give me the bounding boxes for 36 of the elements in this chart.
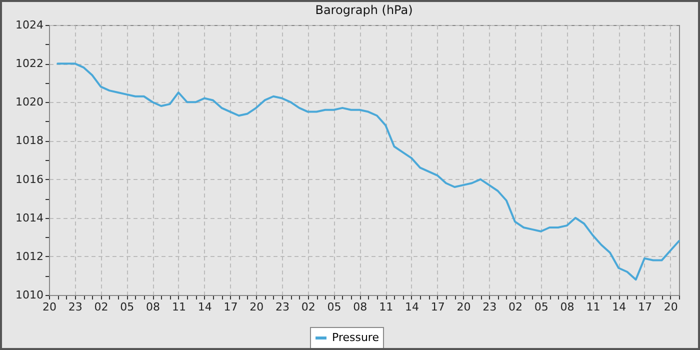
x-tick-label: 02 [301,300,316,314]
line-series [56,62,680,281]
x-tick-label: 23 [482,300,497,314]
x-tick-label: 20 [250,300,264,314]
x-tick-label: 20 [664,300,678,314]
x-tick-label: 17 [638,300,652,314]
x-tick-label: 23 [68,300,82,314]
x-tick-label: 23 [276,300,290,314]
x-tick-label: 02 [94,300,108,314]
y-tick-label: 1024 [16,18,44,32]
x-tick-label: 05 [120,300,134,314]
y-tick-label: 1018 [16,134,44,148]
x-tick-label: 20 [42,300,56,314]
y-tick-label: 1012 [16,250,44,263]
y-tick-label: 1022 [16,57,44,70]
chart-title: Barograph (hPa) [315,3,413,17]
x-tick-label: 08 [146,300,160,314]
x-tick-label: 08 [560,300,574,314]
x-tick-label: 05 [327,300,342,314]
legend-label: Pressure [332,331,380,344]
y-tick-label: 1014 [16,211,44,224]
x-tick-label: 17 [430,300,445,314]
x-tick-label: 08 [353,300,368,314]
x-tick-label: 20 [456,300,471,314]
x-tick-label: 02 [508,300,523,314]
y-tick-label: 1016 [16,172,44,186]
x-tick-label: 11 [172,300,186,314]
y-tick-label: 1020 [16,96,44,109]
y-tick-label: 1010 [16,288,44,302]
x-tick-label: 14 [612,300,626,314]
x-tick-label: 05 [534,300,548,314]
x-tick-label: 14 [198,300,212,314]
x-tick-label: 11 [586,300,600,314]
x-tick-label: 11 [379,300,394,314]
x-tick-label: 14 [404,300,419,314]
x-tick-label: 17 [224,300,238,314]
